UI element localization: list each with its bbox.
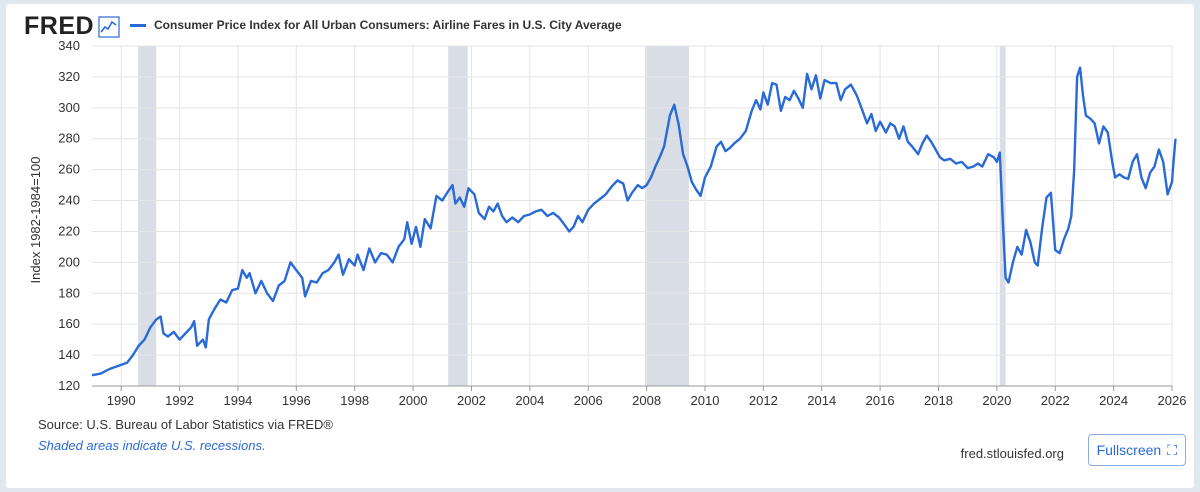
y-tick-label: 240 xyxy=(58,193,80,208)
site-url[interactable]: fred.stlouisfed.org xyxy=(960,446,1064,461)
y-tick-label: 140 xyxy=(58,347,80,362)
x-tick-label: 2008 xyxy=(632,393,661,408)
y-tick-label: 260 xyxy=(58,162,80,177)
y-tick-label: 220 xyxy=(58,223,80,238)
x-tick-label: 2026 xyxy=(1158,393,1187,408)
fred-logo-text: FRED xyxy=(24,12,95,40)
x-tick-label: 2016 xyxy=(866,393,895,408)
x-tick-label: 2018 xyxy=(924,393,953,408)
x-tick-label: 2024 xyxy=(1099,393,1128,408)
fullscreen-button[interactable]: Fullscreen ⛶ xyxy=(1087,434,1186,466)
fullscreen-label: Fullscreen xyxy=(1096,442,1162,458)
x-tick-label: 2004 xyxy=(515,393,544,408)
recession-bands xyxy=(138,46,1006,386)
x-tick-label: 2010 xyxy=(691,393,720,408)
y-tick-label: 160 xyxy=(58,316,80,331)
chart-card: FRED Consumer Price Index for All Urban … xyxy=(6,4,1194,488)
y-tick-label: 340 xyxy=(58,38,80,53)
recession-band xyxy=(645,46,689,386)
series-line[interactable] xyxy=(91,66,1177,377)
source-text: Source: U.S. Bureau of Labor Statistics … xyxy=(38,417,333,432)
x-tick-label: 2020 xyxy=(982,393,1011,408)
y-axis-label: Index 1982-1984=100 xyxy=(28,157,43,284)
line-chart-icon xyxy=(98,15,120,38)
x-tick-label: 2000 xyxy=(399,393,428,408)
x-tick-label: 1996 xyxy=(282,393,311,408)
fullscreen-icon: ⛶ xyxy=(1167,441,1177,458)
grid-lines xyxy=(92,45,1173,387)
recession-band xyxy=(138,46,157,386)
y-tick-label: 300 xyxy=(58,100,80,115)
y-tick-label: 200 xyxy=(58,254,80,269)
recession-band xyxy=(448,46,468,386)
x-tick-label: 2006 xyxy=(574,393,603,408)
x-tick-label: 1990 xyxy=(107,393,136,408)
x-tick-label: 2012 xyxy=(749,393,778,408)
chart-legend: Consumer Price Index for All Urban Consu… xyxy=(130,18,622,32)
recession-note: Shaded areas indicate U.S. recessions. xyxy=(38,438,266,453)
legend-swatch xyxy=(130,23,146,27)
x-tick-label: 2002 xyxy=(457,393,486,408)
x-tick-label: 1992 xyxy=(165,393,194,408)
x-tick-label: 2022 xyxy=(1041,393,1070,408)
x-tick-label: 2014 xyxy=(807,393,836,408)
x-tick-label: 1998 xyxy=(340,393,369,408)
y-tick-label: 180 xyxy=(58,285,80,300)
y-tick-label: 120 xyxy=(58,378,80,393)
fred-logo[interactable]: FRED xyxy=(24,12,120,41)
y-tick-label: 280 xyxy=(58,131,80,146)
x-axis-ticks: 1990 1992 1994 1996 1998 2000 2002 2004 2006 2008… xyxy=(107,386,1187,408)
y-axis-ticks: 120 140 160 180 200 220 240 260 280 300 320 340 xyxy=(58,38,80,393)
x-tick-label: 1994 xyxy=(223,393,252,408)
legend-label: Consumer Price Index for All Urban Consu… xyxy=(154,18,622,32)
y-tick-label: 320 xyxy=(58,69,80,84)
